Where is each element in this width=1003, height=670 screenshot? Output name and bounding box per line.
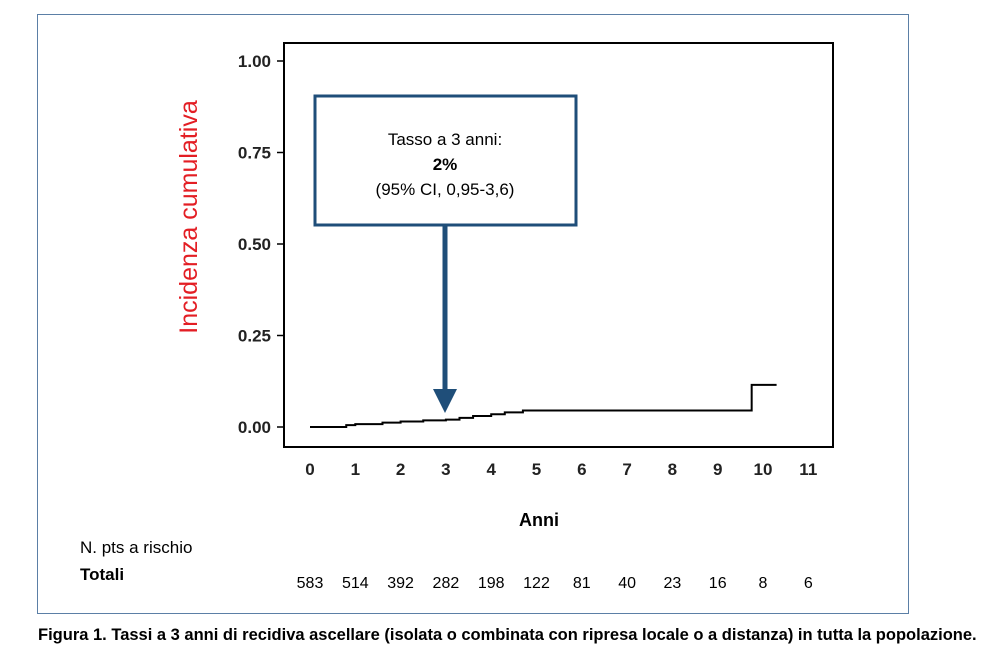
- x-tick-label: 4: [486, 460, 496, 479]
- risk-table-value: 122: [523, 575, 550, 592]
- risk-table-value: 198: [478, 575, 505, 592]
- x-tick-label: 8: [668, 460, 677, 479]
- x-tick-label: 0: [305, 460, 314, 479]
- x-tick-label: 10: [754, 460, 773, 479]
- risk-table-value: 81: [573, 575, 591, 592]
- x-tick-label: 1: [351, 460, 360, 479]
- figure-frame: [37, 14, 909, 614]
- risk-table-value: 583: [297, 575, 324, 592]
- cumulative-incidence-line: [310, 383, 777, 428]
- risk-table-value: 6: [804, 575, 813, 592]
- risk-table-value: 514: [342, 575, 369, 592]
- x-tick-label: 9: [713, 460, 722, 479]
- risk-table-values: 583 514 392 282 198 122 81 40 23 16 8 6: [297, 575, 813, 592]
- y-tick-label: 0.75: [238, 144, 271, 163]
- risk-table-header: N. pts a rischio: [80, 538, 192, 557]
- annotation-box: [313, 94, 578, 227]
- x-tick-label: 5: [532, 460, 541, 479]
- risk-table-value: 392: [387, 575, 414, 592]
- y-tick-label: 0.00: [238, 418, 271, 437]
- annotation-line-3: (95% CI, 0,95-3,6): [376, 180, 515, 199]
- risk-table-value: 23: [664, 575, 682, 592]
- y-tick-label: 0.50: [238, 235, 271, 254]
- risk-table-row-label: Totali: [80, 565, 124, 584]
- risk-table-value: 16: [709, 575, 727, 592]
- x-tick-label: 7: [622, 460, 631, 479]
- annotation-line-1: Tasso a 3 anni:: [388, 130, 502, 149]
- annotation-arrow-head: [433, 389, 457, 413]
- x-axis-label: Anni: [519, 510, 559, 530]
- risk-table-value: 40: [618, 575, 636, 592]
- y-ticks: 0.00 0.25 0.50 0.75 1.00: [238, 52, 284, 437]
- x-ticks: 0 1 2 3 4 5 6 7 8 9 10 11: [305, 460, 817, 479]
- y-tick-label: 0.25: [238, 327, 271, 346]
- figure-caption: Figura 1. Tassi a 3 anni di recidiva asc…: [38, 626, 977, 644]
- annotation-line-2: 2%: [433, 155, 458, 174]
- x-tick-label: 3: [441, 460, 450, 479]
- y-tick-label: 1.00: [238, 52, 271, 71]
- x-tick-label: 2: [396, 460, 405, 479]
- risk-table-value: 282: [433, 575, 460, 592]
- x-tick-label: 6: [577, 460, 586, 479]
- plot-area: [283, 42, 834, 448]
- x-tick-label: 11: [799, 460, 817, 479]
- risk-table-value: 8: [759, 575, 768, 592]
- y-axis-label: Incidenza cumulativa: [175, 100, 203, 334]
